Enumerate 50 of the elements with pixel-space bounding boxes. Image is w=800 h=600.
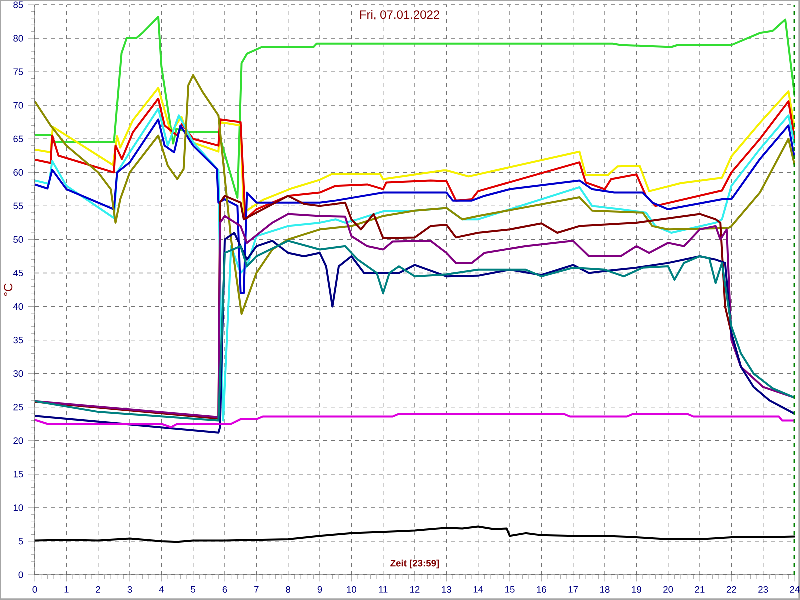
y-tick-label: 65 [14, 136, 24, 142]
x-tick-label: 8 [286, 586, 291, 593]
y-tick-label: 50 [14, 236, 24, 244]
x-tick-label: 2 [96, 586, 100, 593]
x-tick-label: 11 [379, 586, 388, 593]
line-series [35, 118, 796, 294]
x-tick-label: 14 [474, 586, 484, 593]
y-tick-label: 5 [18, 538, 24, 545]
y-tick-label: 15 [14, 471, 24, 478]
line-series [35, 526, 796, 544]
x-tick-label: 20 [664, 586, 674, 593]
x-tick-label: 7 [254, 586, 259, 593]
y-tick-label: 10 [14, 504, 24, 512]
x-tick-label: 19 [632, 586, 642, 593]
y-tick-label: 55 [14, 202, 24, 210]
y-tick-label: 75 [14, 68, 24, 76]
y-tick-label: 85 [14, 2, 24, 8]
line-series [35, 74, 796, 316]
chart-title: Fri, 07.01.2022 [360, 10, 440, 20]
y-tick-label: 30 [14, 370, 24, 378]
y-tick-label: 25 [14, 404, 24, 411]
y-tick-label: 40 [13, 303, 24, 310]
x-tick-label: 0 [32, 586, 38, 593]
x-tick-label: 22 [726, 586, 736, 593]
x-tick-label: 9 [318, 586, 322, 593]
x-tick-label: 12 [410, 586, 420, 593]
x-axis-title: Zeit [23:59] [390, 560, 440, 569]
x-tick-label: 16 [537, 586, 546, 593]
x-tick-label: 6 [222, 586, 228, 593]
x-tick-label: 3 [128, 586, 132, 593]
line-series [35, 108, 796, 422]
x-tick-label: 4 [159, 586, 164, 593]
y-tick-label: 35 [14, 337, 24, 344]
x-tick-label: 24 [790, 586, 800, 593]
x-tick-label: 21 [695, 586, 705, 593]
y-tick-label: 0 [18, 572, 24, 578]
y-tick-label: 45 [13, 270, 24, 276]
y-axis-title: °C [4, 284, 13, 296]
y-tick-label: 80 [14, 35, 24, 42]
x-tick-label: 15 [506, 586, 515, 593]
x-tick-label: 10 [347, 586, 356, 593]
x-tick-label: 13 [442, 586, 452, 593]
x-tick-label: 1 [64, 586, 69, 593]
y-tick-label: 20 [14, 438, 24, 444]
y-tick-label: 70 [14, 102, 24, 109]
x-tick-label: 23 [758, 586, 768, 593]
x-tick-label: 17 [568, 586, 578, 593]
y-tick-label: 60 [14, 169, 24, 176]
x-tick-label: 18 [600, 586, 610, 593]
x-tick-label: 5 [191, 586, 196, 593]
